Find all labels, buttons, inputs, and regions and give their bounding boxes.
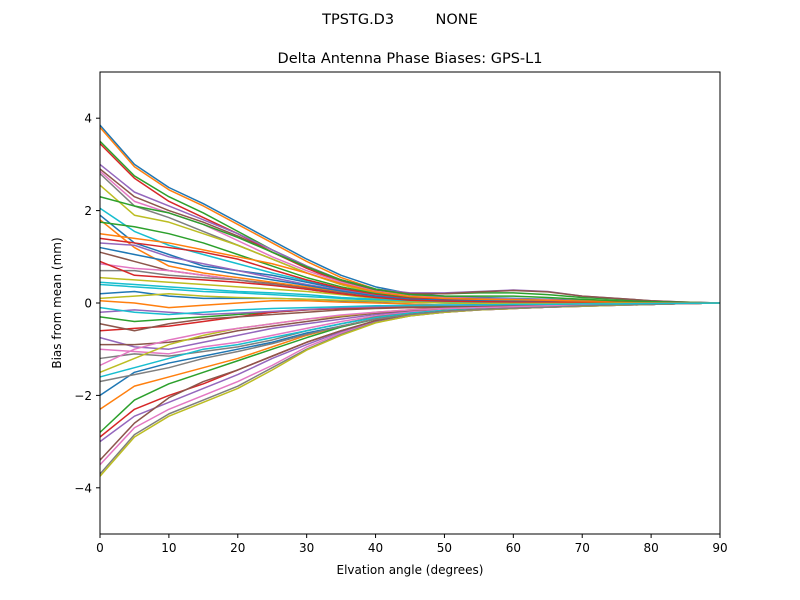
x-axis-ticks: 0 10 20 30 40 50 60 70 80 90 xyxy=(96,534,728,555)
x-tick-label: 70 xyxy=(575,541,590,555)
y-tick-label: 0 xyxy=(84,297,92,311)
x-tick-label: 90 xyxy=(712,541,727,555)
y-tick-label: 2 xyxy=(84,204,92,218)
x-tick-label: 30 xyxy=(299,541,314,555)
y-axis-label: Bias from mean (mm) xyxy=(50,237,64,368)
series-line-49 xyxy=(99,293,720,305)
x-tick-label: 10 xyxy=(161,541,176,555)
series-line-43 xyxy=(99,196,721,304)
x-tick-label: 50 xyxy=(437,541,452,555)
x-axis-label: Elvation angle (degrees) xyxy=(337,563,484,577)
series-layer xyxy=(99,124,721,477)
series-line-42 xyxy=(99,232,721,304)
series-line-6 xyxy=(99,168,721,304)
x-tick-label: 60 xyxy=(506,541,521,555)
series-line-48 xyxy=(99,302,721,383)
x-tick-label: 40 xyxy=(368,541,383,555)
y-tick-label: −2 xyxy=(74,389,92,403)
series-line-50 xyxy=(99,302,721,316)
chart-title: Delta Antenna Phase Biases: GPS-L1 xyxy=(278,51,543,67)
x-tick-label: 80 xyxy=(643,541,658,555)
y-axis-ticks: −4 −2 0 2 4 xyxy=(74,112,100,495)
y-tick-label: −4 xyxy=(74,481,92,495)
x-tick-label: 20 xyxy=(230,541,245,555)
figure-suptitle: TPSTG.D3 NONE xyxy=(321,12,478,28)
x-tick-label: 0 xyxy=(96,541,104,555)
y-tick-label: 4 xyxy=(84,112,92,126)
